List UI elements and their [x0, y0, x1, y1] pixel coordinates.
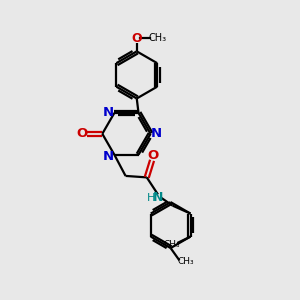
- Text: CH₃: CH₃: [177, 257, 194, 266]
- Text: O: O: [76, 127, 87, 140]
- Text: O: O: [131, 32, 142, 45]
- Text: N: N: [103, 106, 114, 119]
- Text: N: N: [153, 191, 164, 205]
- Text: N: N: [151, 127, 162, 140]
- Text: N: N: [103, 150, 114, 163]
- Text: H: H: [146, 193, 155, 203]
- Text: CH₃: CH₃: [149, 33, 167, 43]
- Text: O: O: [147, 148, 158, 161]
- Text: CH₃: CH₃: [163, 240, 180, 249]
